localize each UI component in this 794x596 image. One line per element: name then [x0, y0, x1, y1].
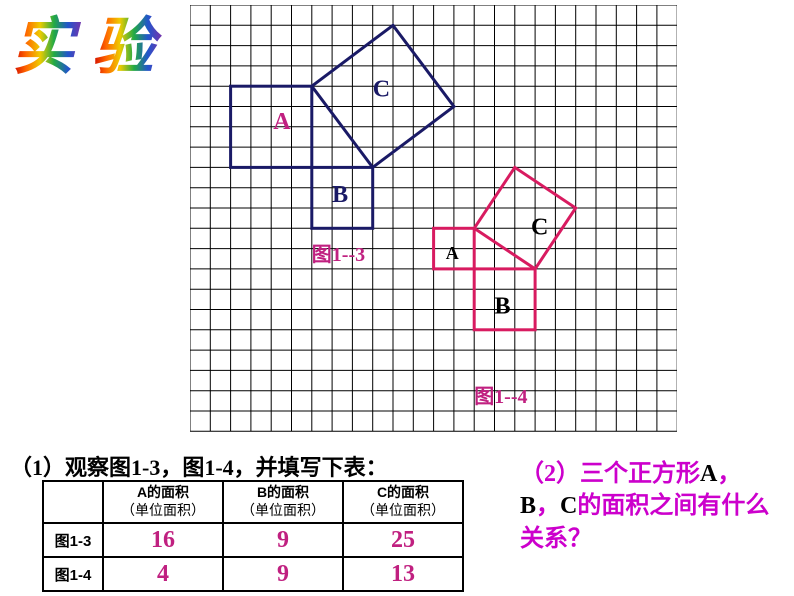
area-table: A的面积（单位面积）B的面积（单位面积）C的面积（单位面积） 图1-316925 图… [42, 480, 464, 592]
table-row-label: 图1-4 [43, 557, 103, 591]
table-cell: 9 [223, 557, 343, 591]
table-cell: 4 [103, 557, 223, 591]
table-header [43, 481, 103, 523]
table-cell: 13 [343, 557, 463, 591]
table-header: B的面积（单位面积） [223, 481, 343, 523]
question-2: （2）三个正方形A，B，C的面积之间有什么关系？ [520, 458, 775, 555]
svg-text:C: C [531, 214, 548, 240]
title: 实 验 [12, 10, 182, 106]
svg-text:B: B [332, 182, 348, 208]
table-header: A的面积（单位面积） [103, 481, 223, 523]
table-cell: 25 [343, 523, 463, 557]
svg-text:图1--3: 图1--3 [312, 243, 365, 266]
table-cell: 9 [223, 523, 343, 557]
title-svg: 实 验 [12, 10, 182, 90]
observe-instruction: （1）观察图1-3，图1-4，并填写下表： [10, 450, 388, 482]
svg-text:A: A [446, 243, 459, 263]
table-cell: 16 [103, 523, 223, 557]
title-text2: 验 [92, 14, 162, 82]
svg-text:B: B [495, 294, 511, 320]
table-row-label: 图1-3 [43, 523, 103, 557]
title-text: 实 [12, 14, 82, 82]
grid-diagram: A B C 图1--3 A B C 图1--4 [190, 5, 677, 461]
table-header: C的面积（单位面积） [343, 481, 463, 523]
svg-text:图1--4: 图1--4 [474, 385, 527, 408]
svg-text:A: A [273, 109, 291, 135]
svg-text:C: C [373, 76, 390, 102]
